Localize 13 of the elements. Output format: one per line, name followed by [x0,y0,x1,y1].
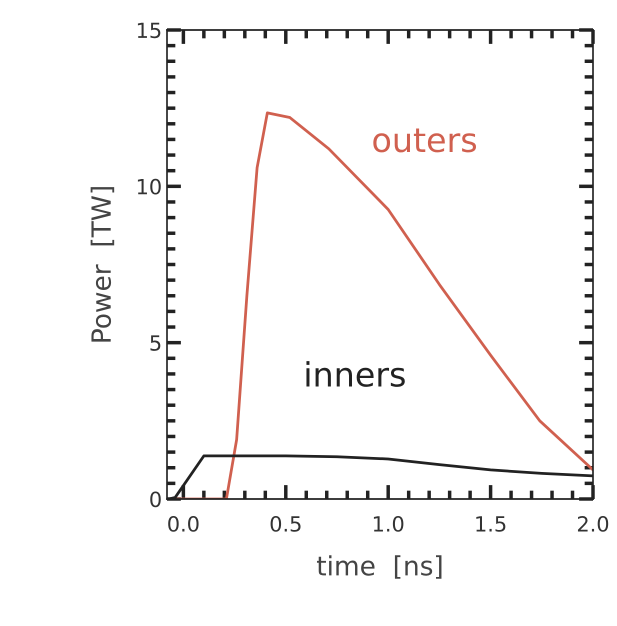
y-tick-label: 5 [150,335,160,351]
y-tick-label: 0 [150,491,161,508]
series-label: outers [373,128,476,152]
x-tick-label: 1.0 [374,516,404,532]
x-tick-label: 0.0 [168,516,199,532]
y-axis-title: Power [TW] [90,187,114,342]
x-tick-label: 2.0 [578,516,608,532]
x-tick-label: 0.5 [270,516,301,532]
x-tick-label: 1.5 [476,516,506,532]
text: inners [306,361,405,387]
y-tick-label: 15 [138,22,160,38]
y-tick-label: 10 [138,178,161,195]
x-axis-title: time [ns] [316,555,442,579]
